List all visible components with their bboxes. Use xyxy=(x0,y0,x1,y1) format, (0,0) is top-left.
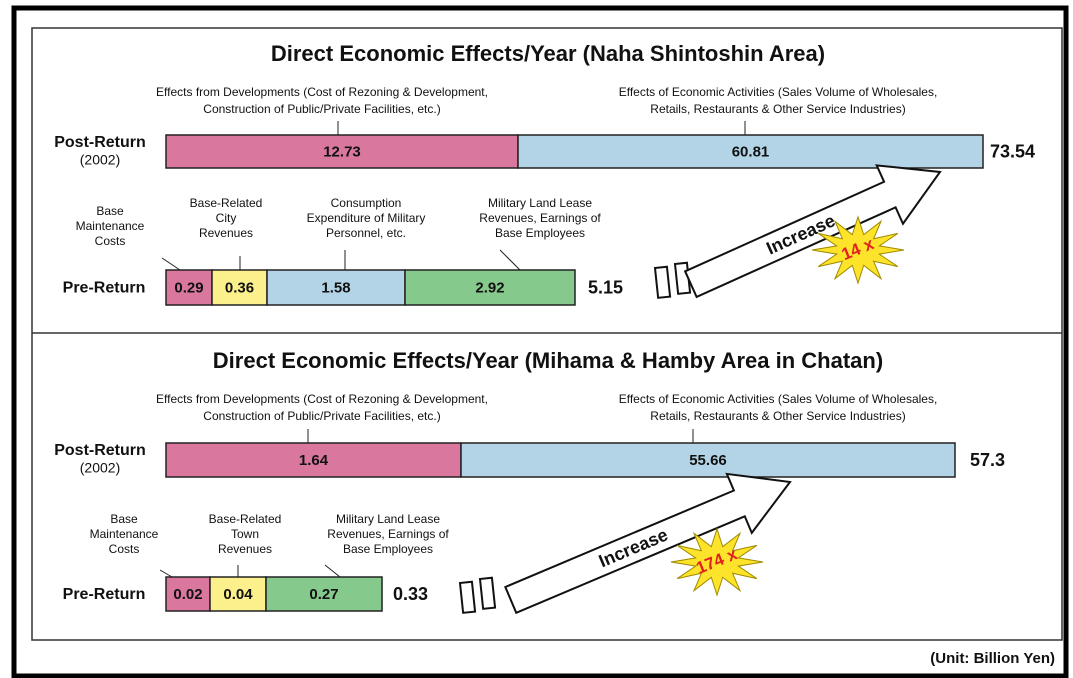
caption: Base xyxy=(110,512,138,526)
row-label: Post-Return xyxy=(54,134,146,151)
caption: Military Land Lease xyxy=(336,512,440,526)
bar-segment xyxy=(165,576,211,612)
starburst xyxy=(670,527,764,597)
total-value: 73.54 xyxy=(990,141,1035,161)
arrow-tail-box xyxy=(653,265,672,299)
row-label: Pre-Return xyxy=(63,280,146,297)
segment-value: 0.02 xyxy=(173,586,202,603)
caption: City xyxy=(216,211,237,225)
bar-segment xyxy=(165,134,519,169)
caption: Base Employees xyxy=(495,226,585,240)
arrow-shape xyxy=(683,164,942,299)
caption: Effects from Developments (Cost of Rezon… xyxy=(156,85,488,99)
unit-note: (Unit: Billion Yen) xyxy=(930,650,1055,667)
segment-value: 0.27 xyxy=(309,586,338,603)
leader-line xyxy=(159,569,173,578)
caption: Effects of Economic Activities (Sales Vo… xyxy=(619,85,938,99)
leader-line xyxy=(324,564,341,578)
leader-line xyxy=(161,257,181,271)
arrow: Increase xyxy=(504,472,792,615)
arrow-shape xyxy=(504,472,792,615)
caption: Maintenance xyxy=(90,527,159,541)
segment-value: 60.81 xyxy=(732,143,770,160)
panel-frame xyxy=(31,27,1063,641)
caption: Effects from Developments (Cost of Rezon… xyxy=(156,392,488,406)
caption: Revenues, Earnings of xyxy=(479,211,601,225)
bar-segment xyxy=(517,134,984,169)
panel-title: Direct Economic Effects/Year (Naha Shint… xyxy=(271,41,825,66)
leader-line xyxy=(499,249,521,271)
caption: Base-Related xyxy=(209,512,282,526)
row-sublabel: (2002) xyxy=(80,152,120,168)
bar-segment xyxy=(460,442,956,478)
segment-value: 55.66 xyxy=(689,452,727,469)
caption: Retails, Restaurants & Other Service Ind… xyxy=(650,409,905,423)
panel-title: Direct Economic Effects/Year (Mihama & H… xyxy=(213,348,883,373)
row-label: Post-Return xyxy=(54,442,146,459)
caption: Construction of Public/Private Facilitie… xyxy=(203,409,440,423)
total-value: 5.15 xyxy=(588,277,623,297)
caption: Maintenance xyxy=(76,219,145,233)
caption: Revenues, Earnings of xyxy=(327,527,449,541)
segment-value: 1.64 xyxy=(299,452,329,469)
caption: Costs xyxy=(109,542,140,556)
starburst xyxy=(811,215,905,285)
segment-value: 12.73 xyxy=(323,143,361,160)
segment-value: 2.92 xyxy=(475,279,504,296)
caption: Retails, Restaurants & Other Service Ind… xyxy=(650,102,905,116)
caption: Revenues xyxy=(199,226,253,240)
segment-value: 0.36 xyxy=(225,279,254,296)
row-label: Pre-Return xyxy=(63,586,146,603)
caption: Base Employees xyxy=(343,542,433,556)
bar-segment xyxy=(265,576,383,612)
caption: Consumption xyxy=(331,196,402,210)
total-value: 0.33 xyxy=(393,584,428,604)
caption: Effects of Economic Activities (Sales Vo… xyxy=(619,392,938,406)
caption: Military Land Lease xyxy=(488,196,592,210)
bar-segment xyxy=(404,269,576,306)
segment-value: 0.04 xyxy=(223,586,253,603)
segment-value: 1.58 xyxy=(321,279,350,296)
caption: Construction of Public/Private Facilitie… xyxy=(203,102,440,116)
arrow-tail-box xyxy=(458,580,477,614)
outer-frame xyxy=(11,5,1069,678)
caption: Town xyxy=(231,527,259,541)
caption: Costs xyxy=(95,234,126,248)
caption: Base-Related xyxy=(190,196,263,210)
row-sublabel: (2002) xyxy=(80,460,120,476)
caption: Revenues xyxy=(218,542,272,556)
arrow-tail-box xyxy=(478,576,497,610)
bar-segment xyxy=(266,269,406,306)
caption: Personnel, etc. xyxy=(326,226,406,240)
bar-segment xyxy=(165,442,462,478)
total-value: 57.3 xyxy=(970,450,1005,470)
caption: Expenditure of Military xyxy=(307,211,426,225)
segment-value: 0.29 xyxy=(174,279,203,296)
caption: Base xyxy=(96,204,124,218)
